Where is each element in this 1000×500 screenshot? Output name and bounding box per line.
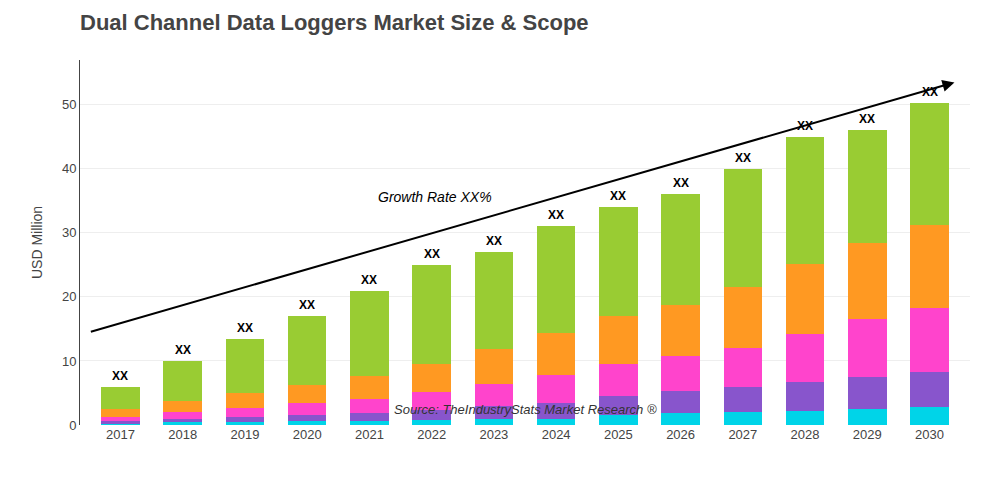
svg-text:Dual Channel Data Loggers Mark: Dual Channel Data Loggers Market Size & … <box>80 10 589 35</box>
svg-text:2020: 2020 <box>293 427 322 442</box>
svg-text:10: 10 <box>62 354 76 369</box>
svg-text:XX: XX <box>735 151 751 165</box>
svg-text:2022: 2022 <box>417 427 446 442</box>
svg-text:XX: XX <box>237 321 253 335</box>
svg-text:0: 0 <box>69 418 76 433</box>
svg-text:2024: 2024 <box>542 427 571 442</box>
svg-text:50: 50 <box>62 97 76 112</box>
svg-text:XX: XX <box>175 343 191 357</box>
svg-text:Growth Rate XX%: Growth Rate XX% <box>378 189 492 205</box>
svg-text:XX: XX <box>859 112 875 126</box>
svg-text:XX: XX <box>673 176 689 190</box>
svg-text:2028: 2028 <box>791 427 820 442</box>
svg-text:20: 20 <box>62 289 76 304</box>
svg-text:Source: TheIndustryStats Marke: Source: TheIndustryStats Market Research… <box>394 402 657 417</box>
svg-text:2018: 2018 <box>168 427 197 442</box>
svg-text:2027: 2027 <box>728 427 757 442</box>
svg-text:XX: XX <box>424 247 440 261</box>
svg-text:30: 30 <box>62 225 76 240</box>
svg-text:XX: XX <box>112 369 128 383</box>
svg-text:2030: 2030 <box>915 427 944 442</box>
svg-text:XX: XX <box>548 208 564 222</box>
svg-text:XX: XX <box>486 234 502 248</box>
svg-text:2017: 2017 <box>106 427 135 442</box>
svg-text:2026: 2026 <box>666 427 695 442</box>
svg-text:XX: XX <box>922 85 938 99</box>
svg-text:2025: 2025 <box>604 427 633 442</box>
svg-text:XX: XX <box>797 119 813 133</box>
svg-text:2021: 2021 <box>355 427 384 442</box>
svg-text:2019: 2019 <box>230 427 259 442</box>
svg-text:USD Million: USD Million <box>29 206 45 279</box>
svg-text:XX: XX <box>361 273 377 287</box>
svg-text:2029: 2029 <box>853 427 882 442</box>
svg-text:2023: 2023 <box>479 427 508 442</box>
svg-text:XX: XX <box>610 189 626 203</box>
svg-text:40: 40 <box>62 161 76 176</box>
svg-text:XX: XX <box>299 298 315 312</box>
